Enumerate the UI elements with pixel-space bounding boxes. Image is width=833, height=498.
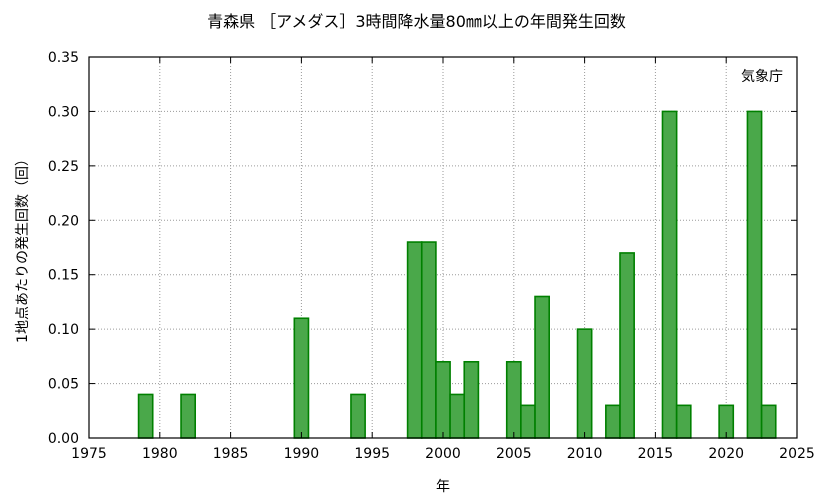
x-tick-label: 1990	[284, 446, 320, 462]
y-tick-label: 0.00	[48, 431, 79, 447]
bar-2013	[619, 252, 635, 439]
bar-1982	[180, 393, 196, 439]
bar-2006	[520, 404, 536, 439]
y-tick-label: 0.35	[48, 50, 79, 66]
bar-layer	[137, 110, 777, 439]
bar-1979	[137, 393, 154, 439]
bar-2001	[449, 393, 466, 439]
chart-title: 青森県 ［アメダス］3時間降水量80㎜以上の年間発生回数	[207, 12, 626, 31]
bar-1994	[350, 393, 366, 439]
y-tick-label: 0.10	[48, 322, 79, 338]
x-axis-title: 年	[436, 479, 450, 495]
x-tick-label: 2005	[496, 446, 532, 462]
x-tick-label: 1975	[71, 446, 107, 462]
bar-1998	[406, 241, 423, 439]
bar-2012	[605, 404, 621, 439]
bar-2005	[505, 360, 522, 439]
bar-2016	[661, 110, 678, 439]
x-tick-label: 2000	[425, 446, 461, 462]
x-tick-label: 2010	[567, 446, 603, 462]
x-tick-label: 1995	[354, 446, 390, 462]
bar-2007	[534, 295, 550, 439]
bar-2017	[675, 404, 692, 439]
tick-layer: 1975 1980 1985 1990 1995 2000 2005 2010 2015 2020…	[48, 50, 815, 462]
x-tick-label: 2025	[779, 446, 815, 462]
y-tick-label: 0.30	[48, 104, 79, 120]
y-tick-label: 0.25	[48, 159, 79, 175]
x-tick-label: 1985	[213, 446, 249, 462]
x-tick-label: 2020	[708, 446, 744, 462]
bar-2002	[463, 360, 480, 439]
bar-2000	[435, 360, 451, 439]
bar-2022	[746, 110, 763, 439]
x-tick-label: 1980	[142, 446, 178, 462]
bar-1990	[293, 317, 310, 439]
bar-2023	[760, 404, 777, 439]
y-axis-title: 1地点あたりの発生回数（回）	[15, 152, 31, 343]
y-tick-label: 0.15	[48, 268, 79, 284]
y-tick-label: 0.05	[48, 377, 79, 393]
source-annotation: 気象庁	[741, 69, 783, 85]
bar-1999	[420, 241, 437, 439]
y-tick-label: 0.20	[48, 213, 79, 229]
x-tick-label: 2015	[638, 446, 674, 462]
bar-2010	[576, 328, 593, 439]
